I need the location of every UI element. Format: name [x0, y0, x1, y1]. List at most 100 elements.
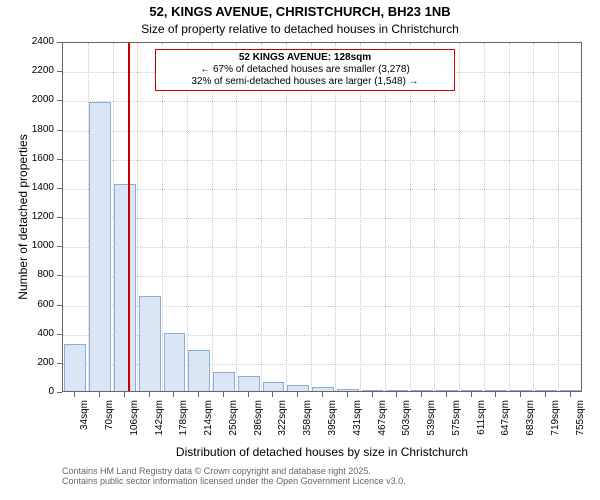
ytick-label: 400 — [0, 328, 54, 339]
callout-line2: ← 67% of detached houses are smaller (3,… — [160, 64, 450, 76]
xtick-mark — [520, 392, 521, 397]
gridline-v — [335, 43, 336, 391]
histogram-bar — [287, 385, 309, 391]
xtick-label: 503sqm — [401, 400, 412, 450]
histogram-bar — [362, 390, 384, 391]
xtick-label: 250sqm — [228, 400, 239, 450]
ytick-mark — [57, 188, 62, 189]
histogram-bar — [89, 102, 111, 391]
ytick-mark — [57, 246, 62, 247]
xtick-label: 178sqm — [178, 400, 189, 450]
gridline-h — [63, 160, 581, 161]
ytick-mark — [57, 363, 62, 364]
xtick-mark — [99, 392, 100, 397]
histogram-bar — [337, 389, 359, 391]
gridline-v — [261, 43, 262, 391]
xtick-mark — [471, 392, 472, 397]
callout-line3: 32% of semi-detached houses are larger (… — [160, 76, 450, 88]
gridline-v — [212, 43, 213, 391]
xtick-label: 647sqm — [500, 400, 511, 450]
ytick-label: 1600 — [0, 153, 54, 164]
gridline-h — [63, 189, 581, 190]
ytick-label: 600 — [0, 299, 54, 310]
callout-box: 52 KINGS AVENUE: 128sqm← 67% of detached… — [155, 49, 455, 91]
xtick-label: 719sqm — [550, 400, 561, 450]
gridline-h — [63, 218, 581, 219]
gridline-h — [63, 276, 581, 277]
xtick-label: 142sqm — [154, 400, 165, 450]
histogram-bar — [386, 390, 408, 391]
footer-attribution: Contains HM Land Registry data © Crown c… — [62, 466, 406, 487]
callout-title: 52 KINGS AVENUE: 128sqm — [160, 52, 450, 64]
histogram-bar — [139, 296, 161, 391]
ytick-mark — [57, 275, 62, 276]
gridline-v — [533, 43, 534, 391]
ytick-label: 200 — [0, 357, 54, 368]
histogram-bar — [238, 376, 260, 391]
footer-line1: Contains HM Land Registry data © Crown c… — [62, 466, 371, 476]
ytick-mark — [57, 130, 62, 131]
gridline-v — [286, 43, 287, 391]
ytick-label: 1200 — [0, 211, 54, 222]
histogram-bar — [436, 390, 458, 391]
ytick-label: 2400 — [0, 36, 54, 47]
ytick-label: 800 — [0, 269, 54, 280]
gridline-h — [63, 101, 581, 102]
reference-line — [128, 43, 130, 391]
xtick-mark — [198, 392, 199, 397]
gridline-v — [509, 43, 510, 391]
xtick-mark — [570, 392, 571, 397]
ytick-mark — [57, 159, 62, 160]
xtick-mark — [272, 392, 273, 397]
xtick-label: 358sqm — [302, 400, 313, 450]
xtick-mark — [297, 392, 298, 397]
xtick-label: 539sqm — [426, 400, 437, 450]
histogram-bar — [461, 390, 483, 391]
histogram-bar — [64, 344, 86, 391]
histogram-bar — [312, 387, 334, 391]
xtick-label: 286sqm — [253, 400, 264, 450]
xtick-label: 322sqm — [277, 400, 288, 450]
gridline-v — [311, 43, 312, 391]
histogram-bar — [411, 390, 433, 391]
chart-container: { "title_line1": "52, KINGS AVENUE, CHRI… — [0, 0, 600, 500]
xtick-mark — [545, 392, 546, 397]
xtick-label: 34sqm — [79, 400, 90, 450]
xtick-mark — [223, 392, 224, 397]
xtick-label: 106sqm — [129, 400, 140, 450]
xtick-label: 611sqm — [476, 400, 487, 450]
xtick-mark — [124, 392, 125, 397]
gridline-v — [484, 43, 485, 391]
xtick-mark — [173, 392, 174, 397]
xtick-label: 467sqm — [377, 400, 388, 450]
histogram-bar — [485, 390, 507, 391]
histogram-bar — [164, 333, 186, 391]
histogram-bar — [510, 390, 532, 391]
xtick-label: 70sqm — [104, 400, 115, 450]
gridline-v — [236, 43, 237, 391]
histogram-bar — [188, 350, 210, 391]
xtick-mark — [446, 392, 447, 397]
ytick-label: 1800 — [0, 124, 54, 135]
xtick-mark — [396, 392, 397, 397]
ytick-mark — [57, 100, 62, 101]
xtick-label: 755sqm — [575, 400, 586, 450]
xtick-label: 395sqm — [327, 400, 338, 450]
xtick-label: 214sqm — [203, 400, 214, 450]
xtick-mark — [421, 392, 422, 397]
gridline-h — [63, 247, 581, 248]
histogram-bar — [263, 382, 285, 391]
xtick-label: 575sqm — [451, 400, 462, 450]
ytick-mark — [57, 334, 62, 335]
xtick-mark — [248, 392, 249, 397]
xtick-mark — [74, 392, 75, 397]
ytick-mark — [57, 71, 62, 72]
ytick-label: 1000 — [0, 240, 54, 251]
gridline-h — [63, 131, 581, 132]
gridline-v — [459, 43, 460, 391]
gridline-v — [410, 43, 411, 391]
chart-title-line1: 52, KINGS AVENUE, CHRISTCHURCH, BH23 1NB — [0, 4, 600, 19]
histogram-bar — [213, 372, 235, 391]
ytick-label: 2200 — [0, 65, 54, 76]
ytick-label: 2000 — [0, 94, 54, 105]
